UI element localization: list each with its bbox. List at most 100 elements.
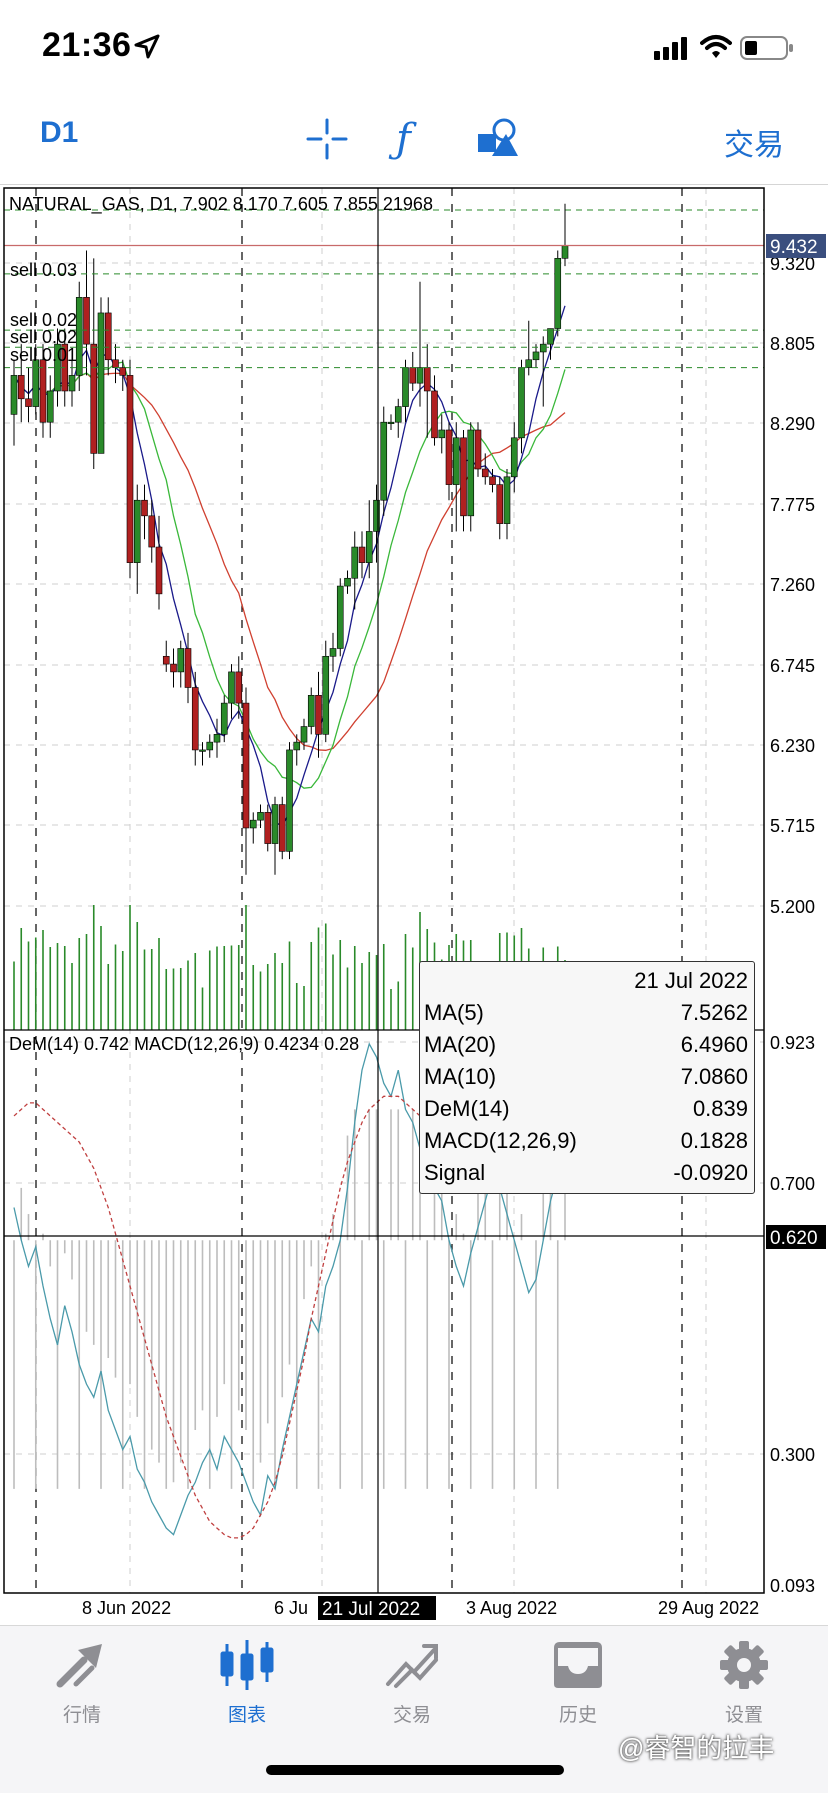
candle-body [177,648,185,673]
candle-body [547,328,554,345]
order-label: sell 0.03 [10,260,77,280]
watermark-text: @睿智的拉丰 [618,1733,775,1763]
price-tick: 5.715 [770,816,815,836]
candle-body [525,359,533,368]
candle-body [510,437,518,478]
candle-body [489,476,496,485]
price-tick: 5.200 [770,897,815,917]
candle-body [387,421,395,424]
quotes-arrow-icon [56,1644,102,1688]
candle-body [17,375,25,400]
candle-body [438,429,446,439]
date-tick: 29 Aug 2022 [658,1598,759,1618]
candle-body [32,359,40,407]
candle-body [162,655,170,665]
tab-settings[interactable]: 设置 [684,1640,804,1726]
candle-body [220,702,228,735]
chart-toolbar [0,100,828,186]
indicators-button[interactable]: ƒ [396,116,411,162]
tab-label: 行情 [62,1705,101,1726]
tooltip-label: DeM(14) [424,1096,510,1121]
candle-body [380,421,388,501]
candle-body [315,695,322,735]
candle-body [10,375,18,415]
candle-body [133,499,141,563]
home-indicator[interactable] [266,1765,564,1775]
tooltip-value: -0.0920 [673,1160,748,1185]
price-tick: 6.230 [770,736,815,756]
candle-body [496,484,504,524]
date-tick: 3 Aug 2022 [466,1598,557,1618]
candle-body [445,429,453,485]
status-time: 21:36 [42,26,132,64]
candle-body [467,429,475,517]
tab-label: 图表 [227,1705,266,1726]
candle-body [83,297,90,345]
tooltip-date: 21 Jul 2022 [634,968,748,993]
candle-body [97,312,105,454]
price-chart[interactable]: NATURAL_GAS, D1, 7.902 8.170 7.605 7.855… [0,185,828,1625]
timeframe-button[interactable]: D1 [40,116,79,149]
candle-body [191,687,199,751]
shapes-icon[interactable] [476,118,520,165]
candle-body [532,351,540,361]
candle-body [75,297,83,376]
tab-chart[interactable]: 图表 [187,1640,307,1726]
candle-body [409,367,417,384]
candle-body [300,726,308,743]
price-tick: 7.260 [770,575,815,595]
gear-icon [720,1641,768,1689]
battery-icon [740,36,794,65]
tooltip-value: 0.839 [692,1096,748,1121]
cellular-signal-icon [654,36,690,65]
chart-info-line: NATURAL_GAS, D1, 7.902 8.170 7.605 7.855… [9,194,433,215]
price-tick: 8.805 [770,334,815,354]
location-arrow-icon [134,34,160,65]
candle-body [264,812,272,844]
candle-body [394,406,402,423]
demarker-line [13,1042,566,1536]
crosshair-value: 0.620 [770,1228,818,1249]
indicator-tick: 0.093 [770,1576,815,1596]
candle-body [46,390,54,423]
candle-body [452,437,460,485]
candle-body [257,812,264,821]
candle-body [90,343,98,454]
candle-body [293,741,301,751]
tooltip-label: MA(10) [424,1064,497,1089]
candle-body [278,804,286,852]
tab-label: 设置 [724,1705,763,1726]
candle-body [39,359,47,423]
candle-body [416,367,424,384]
candle-body [68,375,76,392]
candle-body [373,499,380,532]
tab-history[interactable]: 历史 [518,1640,638,1726]
tooltip-value: 7.5262 [680,1000,748,1025]
candle-body [148,515,156,548]
candle-body [235,671,243,704]
candle-body [242,702,250,829]
price-tick: 8.290 [770,414,815,434]
indicator-info-line: DeM(14) 0.742 MACD(12,26,9) 0.4234 0.28 [9,1034,359,1054]
crosshair-icon[interactable] [306,118,348,165]
chart-frame [3,187,765,1594]
candle-body [539,343,547,353]
candle-body [365,531,373,563]
candle-body [460,437,467,517]
current-price-tag [766,234,826,258]
cursor-date: 21 Jul 2022 [322,1599,420,1620]
tab-trade[interactable]: 交易 [352,1640,472,1726]
candle-body [518,367,525,439]
candle-body [423,367,431,392]
candle-body [431,390,438,439]
date-tick: 8 Jun 2022 [82,1598,171,1618]
candle-body [329,648,337,657]
order-lines [4,244,764,369]
indicator-tick: 0.300 [770,1445,815,1465]
price-tick: 6.745 [770,656,815,676]
candle-body [358,546,366,563]
tab-quotes[interactable]: 行情 [22,1640,142,1726]
candle-body [213,734,221,743]
candle-body [344,577,351,587]
trade-button[interactable]: 交易 [724,129,784,162]
